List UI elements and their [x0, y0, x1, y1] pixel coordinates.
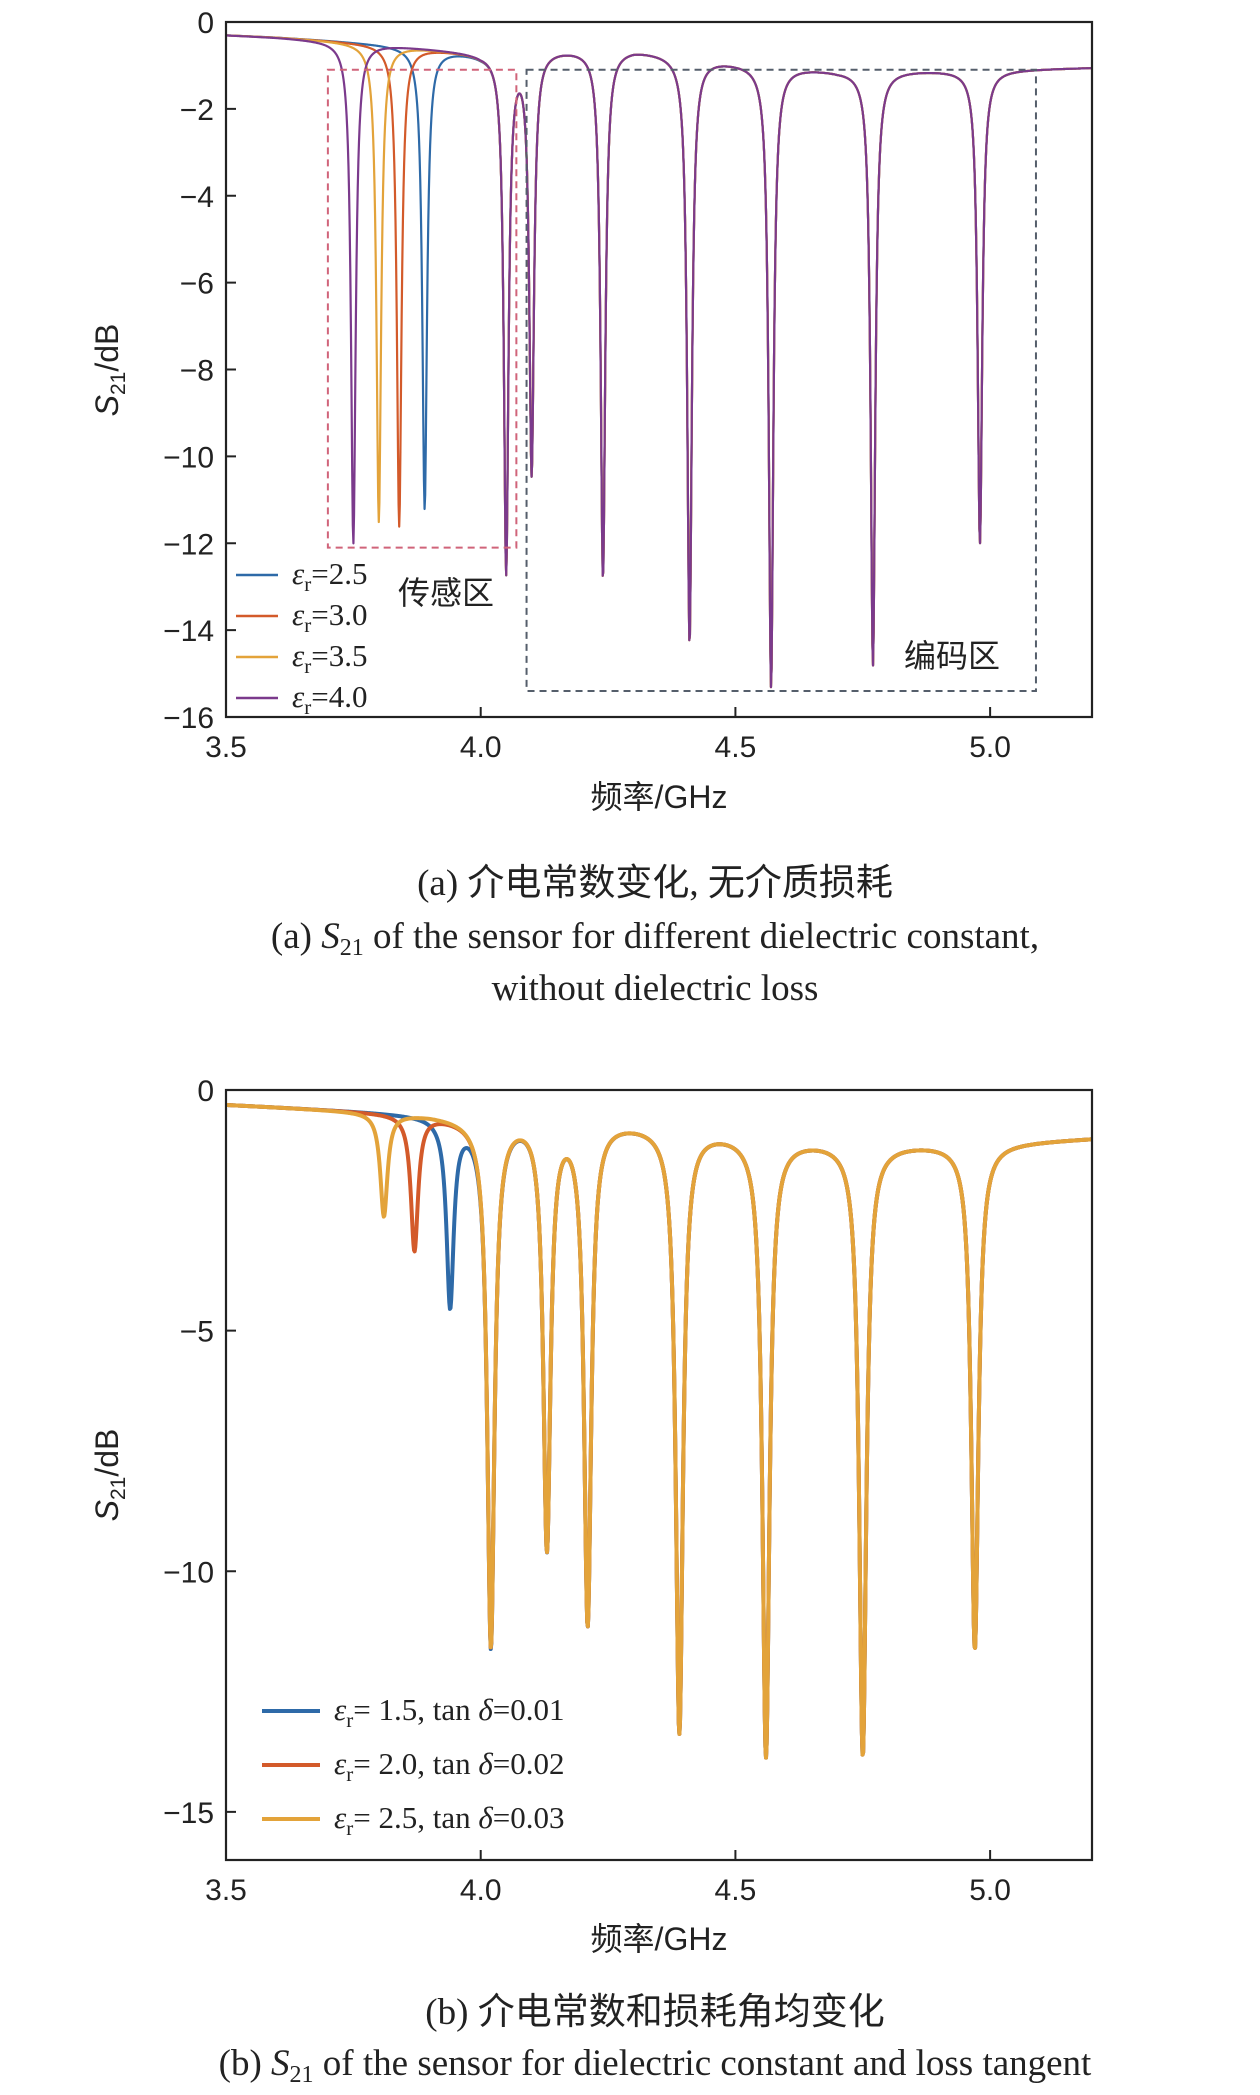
- x-tick-label: 4.0: [460, 731, 502, 764]
- panel-a-curves: [225, 34, 1093, 689]
- coding-zone-box: [525, 68, 1037, 692]
- panel-a-chart: 3.5 4.0 4.5 5.0 0 −2 −4 −6 −8 −10 −12 −14 −16 频率/GH…: [89, 7, 1094, 815]
- panel-b-y-axis-label: S21/dB: [89, 1429, 130, 1522]
- y-tick-label: −10: [163, 1556, 214, 1589]
- y-tick-label: −16: [163, 702, 214, 735]
- x-tick-label: 3.5: [205, 1874, 247, 1907]
- x-tick-label: 5.0: [969, 1874, 1011, 1907]
- sensing-zone-label: 传感区: [398, 574, 494, 612]
- series-line-a-3: [225, 34, 1093, 689]
- x-tick-label: 4.5: [715, 1874, 757, 1907]
- y-tick-label: −2: [180, 94, 214, 127]
- panel-b-chart: 3.5 4.0 4.5 5.0 0 −5 −10 −15 频率/GHz S21/dB εr=…: [89, 1075, 1094, 1957]
- legend-label: εr= 2.5, tan δ=0.03: [334, 1800, 564, 1840]
- y-tick-label: 0: [197, 1075, 214, 1108]
- panel-a-caption-en: (a) S21 of the sensor for different diel…: [271, 916, 1039, 961]
- panel-b-x-axis-label: 频率/GHz: [591, 1921, 728, 1957]
- panel-a-zone-boxes: [326, 68, 1037, 692]
- legend-label: εr= 1.5, tan δ=0.01: [334, 1692, 564, 1732]
- y-tick-label: −12: [163, 528, 214, 561]
- panel-b-x-ticks: 3.5 4.0 4.5 5.0: [205, 1850, 1011, 1907]
- sensing-zone-box: [326, 68, 518, 549]
- y-tick-label: −8: [180, 355, 214, 388]
- panel-b-curves: [224, 1102, 1094, 1760]
- y-tick-label: −6: [180, 268, 214, 301]
- panel-b-caption-en: (b) S21 of the sensor for dielectric con…: [219, 2043, 1092, 2088]
- panel-a-x-ticks: 3.5 4.0 4.5 5.0: [205, 707, 1011, 764]
- legend-label: εr=2.5: [292, 556, 367, 596]
- panel-b-caption-cn: (b) 介电常数和损耗角均变化: [425, 1991, 884, 2033]
- panel-b-legend: εr= 1.5, tan δ=0.01 εr= 2.0, tan δ=0.02 εr…: [262, 1692, 564, 1840]
- legend-label: εr=3.0: [292, 597, 367, 637]
- y-tick-label: −5: [180, 1316, 214, 1349]
- legend-label: εr=3.5: [292, 638, 367, 678]
- panel-a-legend: εr=2.5εr=3.0εr=3.5εr=4.0: [236, 556, 367, 719]
- panel-a-y-axis-label: S21/dB: [89, 324, 130, 417]
- y-tick-label: 0: [197, 7, 214, 40]
- y-tick-label: −4: [180, 181, 214, 214]
- panel-b-y-ticks: 0 −5 −10 −15: [163, 1075, 236, 1830]
- x-tick-label: 4.5: [715, 731, 757, 764]
- x-tick-label: 3.5: [205, 731, 247, 764]
- panel-b-plot-frame: [224, 1088, 1094, 1862]
- y-tick-label: −15: [163, 1797, 214, 1830]
- series-line-b-2: [224, 1102, 1094, 1760]
- y-tick-label: −14: [163, 615, 214, 648]
- coding-zone-label: 编码区: [904, 637, 1000, 675]
- x-tick-label: 4.0: [460, 1874, 502, 1907]
- panel-a-caption-cn: (a) 介电常数变化, 无介质损耗: [417, 862, 893, 904]
- panel-a-x-axis-label: 频率/GHz: [591, 779, 728, 815]
- legend-label: εr=4.0: [292, 679, 367, 719]
- panel-a-y-ticks: 0 −2 −4 −6 −8 −10 −12 −14 −16: [163, 7, 236, 735]
- legend-label: εr= 2.0, tan δ=0.02: [334, 1746, 564, 1786]
- x-tick-label: 5.0: [969, 731, 1011, 764]
- panel-a-caption-en-line2: without dielectric loss: [492, 968, 819, 1009]
- y-tick-label: −10: [163, 441, 214, 474]
